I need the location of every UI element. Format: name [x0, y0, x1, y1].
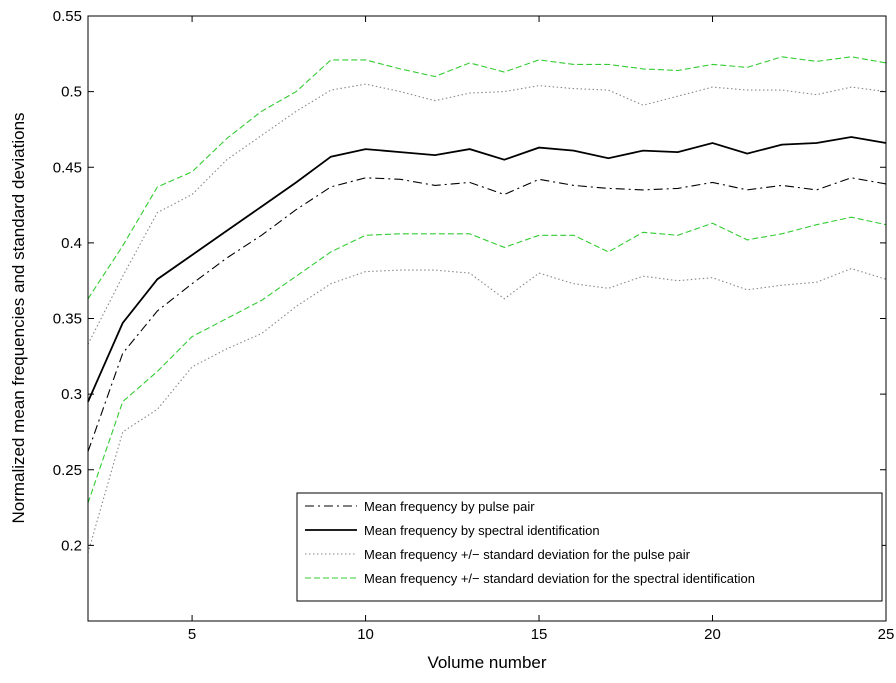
y-tick-label: 0.4	[61, 235, 82, 252]
series-line-1	[87, 177, 887, 452]
x-tick-label: 25	[878, 626, 895, 643]
series-line-4	[87, 268, 887, 554]
x-tick-label: 5	[188, 626, 196, 643]
legend-label-1: Mean frequency by pulse pair	[364, 499, 535, 514]
y-tick-label: 0.5	[61, 84, 82, 101]
series-line-5	[87, 56, 887, 300]
y-tick-label: 0.2	[61, 537, 82, 554]
legend-label-4: Mean frequency +/− standard deviation fo…	[364, 571, 755, 586]
legend: Mean frequency by pulse pair Mean frequen…	[296, 492, 883, 602]
y-axis: 0.2 0.25 0.3 0.35 0.4 0.45 0.5 0.55	[53, 8, 886, 554]
legend-label-3: Mean frequency +/− standard deviation fo…	[364, 547, 691, 562]
x-axis-label: Volume number	[427, 653, 546, 672]
y-tick-label: 0.25	[53, 462, 82, 479]
series-line-6	[87, 216, 887, 504]
y-tick-label: 0.35	[53, 311, 82, 328]
y-tick-label: 0.55	[53, 8, 82, 25]
series-line-2	[87, 136, 887, 403]
legend-label-2: Mean frequency by spectral identificatio…	[364, 523, 600, 538]
y-tick-label: 0.3	[61, 386, 82, 403]
legend-box	[296, 492, 883, 602]
x-axis: 5 10 15 20 25	[188, 16, 894, 643]
y-tick-label: 0.45	[53, 159, 82, 176]
x-tick-label: 15	[531, 626, 548, 643]
x-tick-label: 20	[704, 626, 721, 643]
x-tick-label: 10	[357, 626, 374, 643]
series-line-3	[87, 83, 887, 345]
y-axis-label: Normalized mean frequencies and standard…	[9, 112, 28, 523]
series-layer	[87, 56, 887, 554]
